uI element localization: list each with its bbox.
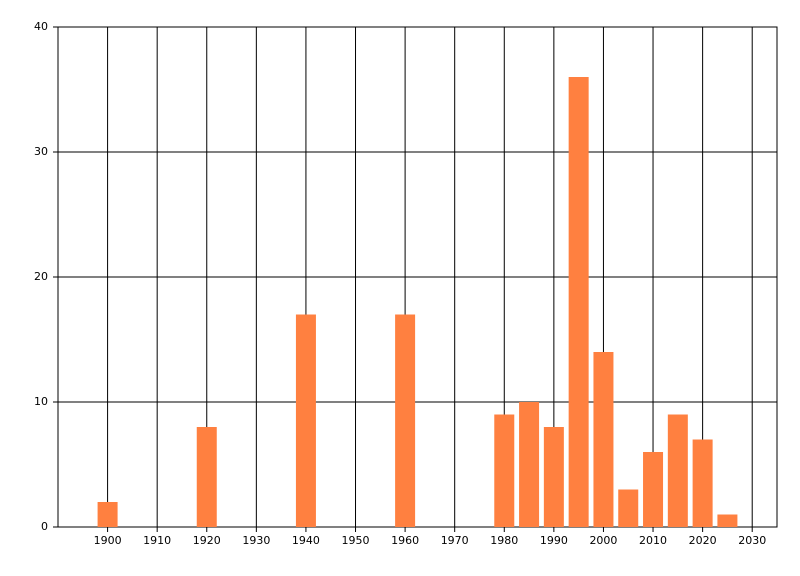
bar xyxy=(97,502,118,527)
x-tick-label: 1950 xyxy=(342,534,370,547)
bar xyxy=(618,489,639,527)
bar xyxy=(717,514,738,527)
x-tick-label: 1970 xyxy=(441,534,469,547)
bar xyxy=(692,439,713,527)
x-tick-label: 2030 xyxy=(738,534,766,547)
y-tick-label: 40 xyxy=(34,20,48,33)
y-tick-label: 10 xyxy=(34,395,48,408)
y-tick-label: 20 xyxy=(34,270,48,283)
x-tick-label: 2000 xyxy=(589,534,617,547)
x-tick-label: 1930 xyxy=(242,534,270,547)
x-tick-label: 1900 xyxy=(94,534,122,547)
bar xyxy=(643,452,664,527)
x-tick-label: 1940 xyxy=(292,534,320,547)
x-tick-label: 1990 xyxy=(540,534,568,547)
x-tick-label: 2010 xyxy=(639,534,667,547)
y-tick-label: 0 xyxy=(41,520,48,533)
y-tick-label: 30 xyxy=(34,145,48,158)
bar xyxy=(395,314,416,527)
bar xyxy=(667,414,688,527)
bar xyxy=(494,414,515,527)
bar xyxy=(543,427,564,527)
x-tick-label: 1920 xyxy=(193,534,221,547)
x-tick-label: 1910 xyxy=(143,534,171,547)
bar xyxy=(593,352,614,527)
bar xyxy=(568,77,589,527)
x-tick-label: 2020 xyxy=(689,534,717,547)
bar xyxy=(196,427,217,527)
bar xyxy=(519,402,540,527)
x-tick-label: 1980 xyxy=(490,534,518,547)
x-tick-label: 1960 xyxy=(391,534,419,547)
bar xyxy=(295,314,316,527)
